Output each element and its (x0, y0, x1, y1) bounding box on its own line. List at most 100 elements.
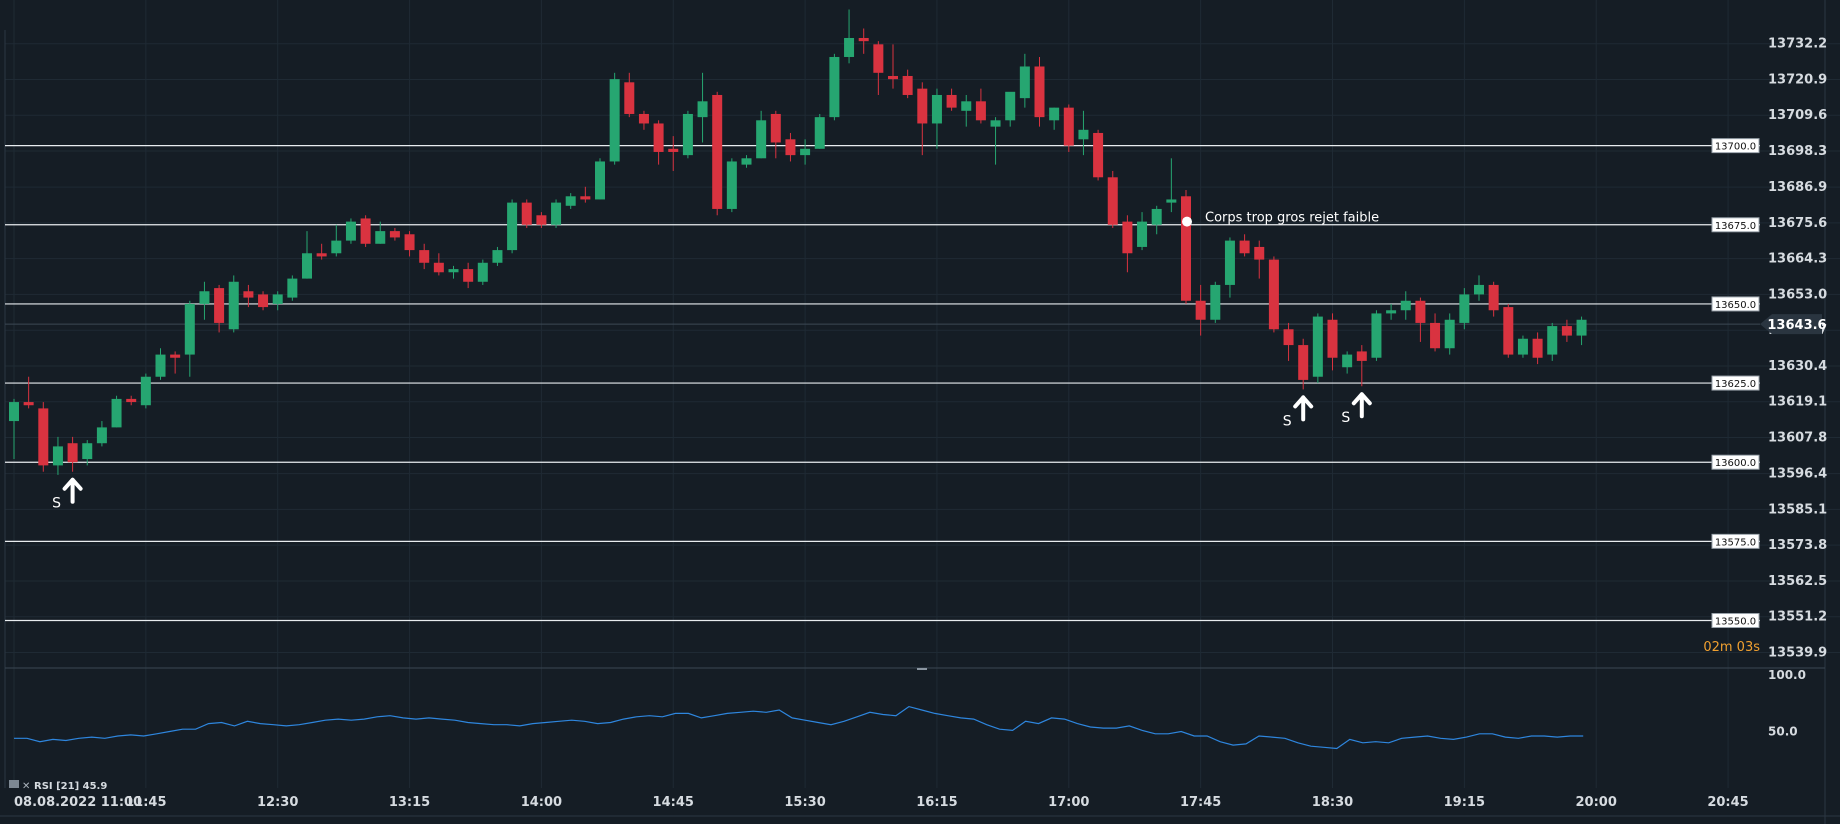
candle (67, 436, 78, 472)
candle-body (1078, 129, 1089, 140)
candle (565, 193, 576, 209)
buy-signal: S (52, 477, 83, 512)
time-tick-label: 20:45 (1707, 795, 1748, 810)
price-tick-label: 13698.3 (1768, 144, 1827, 159)
candle-body (829, 56, 840, 118)
candle (1298, 338, 1309, 390)
candle (975, 88, 986, 124)
candle (1210, 281, 1221, 323)
candle-body (624, 82, 635, 114)
candle-body (770, 113, 781, 143)
candle-body (111, 398, 122, 428)
candle (785, 132, 796, 162)
candle-body (1137, 221, 1148, 247)
candle-body (1415, 300, 1426, 323)
price-tick-label: 13630.4 (1768, 359, 1827, 374)
time-tick-label: 14:45 (653, 795, 694, 810)
price-tick-label: 13686.9 (1768, 180, 1827, 195)
candle (1459, 288, 1470, 330)
candle (272, 291, 283, 311)
candle (1532, 332, 1543, 365)
candle (52, 436, 63, 475)
candle (38, 402, 49, 472)
level-13700.0[interactable]: 13700.0 (5, 138, 1760, 154)
pane-resize-handle[interactable] (917, 668, 927, 670)
candle (551, 199, 562, 228)
candle-body (199, 291, 210, 304)
candle-body (477, 262, 488, 282)
level-tag (1711, 533, 1760, 549)
candle (492, 246, 503, 266)
level-13625.0[interactable]: 13625.0 (5, 375, 1760, 391)
candle-body (448, 269, 459, 273)
annotation-marker[interactable] (1182, 216, 1192, 227)
current-price-badge (1760, 314, 1822, 335)
candle-body (1444, 319, 1455, 349)
candle (96, 421, 107, 447)
candle-body (272, 294, 283, 304)
level-tag (1711, 296, 1760, 312)
candle-body (756, 120, 767, 159)
level-label: 13575.0 (1715, 537, 1756, 548)
close-indicator-icon[interactable]: ✕ (22, 781, 30, 792)
candle-body (345, 221, 356, 241)
level-13600.0[interactable]: 13600.0 (5, 454, 1760, 470)
level-label: 13650.0 (1715, 300, 1756, 311)
candle (990, 117, 1001, 165)
price-tick-label: 13573.8 (1768, 538, 1827, 553)
price-tick-label: 13585.1 (1768, 502, 1827, 517)
candle (1254, 240, 1265, 279)
candle-body (917, 88, 928, 124)
candle (638, 110, 649, 130)
candle-body (638, 113, 649, 124)
candle-body (595, 161, 605, 200)
candle-body (1312, 316, 1323, 377)
candle (126, 395, 137, 406)
signal-label: S (1341, 410, 1350, 426)
level-13575.0[interactable]: 13575.0 (5, 533, 1760, 549)
candle-body (1400, 300, 1411, 311)
candle (184, 300, 195, 377)
candle-body (1576, 319, 1587, 336)
candle (1195, 284, 1206, 336)
candle-body (1342, 354, 1353, 368)
price-tick-label: 13596.4 (1768, 467, 1827, 482)
candle-body (9, 402, 19, 422)
candle (1356, 345, 1367, 387)
candle-body (712, 94, 723, 209)
candle-body (1151, 208, 1162, 225)
candle-body (433, 262, 444, 273)
indicator-settings-icon[interactable] (9, 780, 19, 788)
time-tick-label: 16:15 (916, 795, 957, 810)
rsi-legend[interactable]: ✕ RSI [21] 45.9 (9, 780, 107, 792)
candle-body (1254, 246, 1265, 260)
candle (9, 398, 19, 460)
candle-body (1283, 329, 1294, 346)
candle (1342, 351, 1353, 374)
candle-body (1517, 338, 1528, 355)
annotation[interactable]: Corps trop gros rejet faible (1182, 211, 1379, 227)
candle-body (1356, 351, 1367, 361)
candle (170, 351, 181, 374)
up-arrow-icon (1351, 392, 1372, 419)
candle-body (551, 202, 562, 225)
candle (1166, 158, 1177, 213)
level-13550.0[interactable]: 13550.0 (5, 613, 1760, 629)
candle (302, 231, 312, 279)
candle (624, 72, 635, 118)
candles (9, 9, 1587, 475)
candle (844, 9, 855, 64)
level-label: 13550.0 (1715, 617, 1756, 628)
candle (111, 395, 122, 428)
candle (653, 120, 664, 165)
candle (1400, 291, 1411, 320)
candle (1049, 107, 1060, 130)
level-13675.0[interactable]: 13675.0 (5, 217, 1760, 233)
candle-body (126, 398, 137, 403)
candle-body (331, 240, 342, 254)
candle (258, 291, 269, 311)
candle (1517, 335, 1528, 358)
